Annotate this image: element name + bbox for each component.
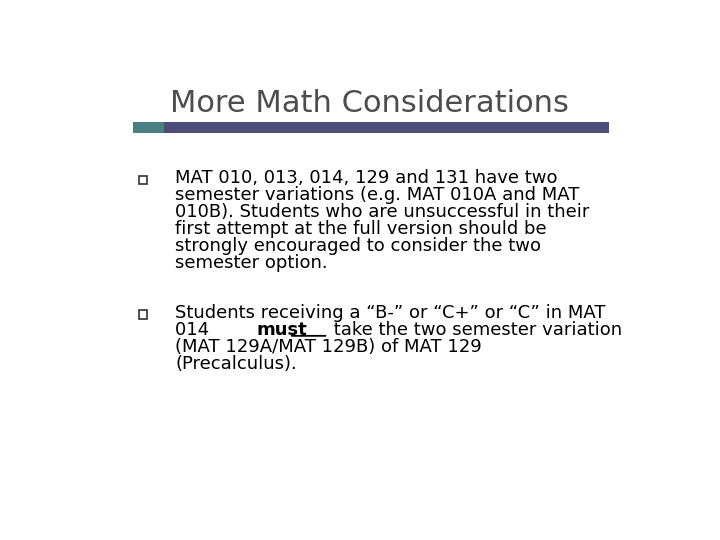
- Text: More Math Considerations: More Math Considerations: [170, 89, 568, 118]
- Text: semester variations (e.g. MAT 010A and MAT: semester variations (e.g. MAT 010A and M…: [175, 186, 580, 204]
- Text: strongly encouraged to consider the two: strongly encouraged to consider the two: [175, 237, 541, 255]
- Text: MAT 010, 013, 014, 129 and 131 have two: MAT 010, 013, 014, 129 and 131 have two: [175, 169, 558, 187]
- Text: 014: 014: [175, 321, 215, 339]
- Text: first attempt at the full version should be: first attempt at the full version should…: [175, 220, 547, 238]
- Bar: [163, 122, 609, 132]
- Bar: [139, 176, 148, 184]
- Bar: [132, 122, 163, 132]
- Bar: [139, 310, 148, 319]
- Text: take the two semester variation: take the two semester variation: [328, 321, 622, 339]
- Text: semester option.: semester option.: [175, 254, 328, 272]
- Text: (MAT 129A/MAT 129B) of MAT 129: (MAT 129A/MAT 129B) of MAT 129: [175, 338, 482, 356]
- Text: 010B). Students who are unsuccessful in their: 010B). Students who are unsuccessful in …: [175, 203, 590, 221]
- Text: must: must: [257, 321, 307, 339]
- Text: (Precalculus).: (Precalculus).: [175, 355, 297, 373]
- Text: Students receiving a “B-” or “C+” or “C” in MAT: Students receiving a “B-” or “C+” or “C”…: [175, 303, 606, 322]
